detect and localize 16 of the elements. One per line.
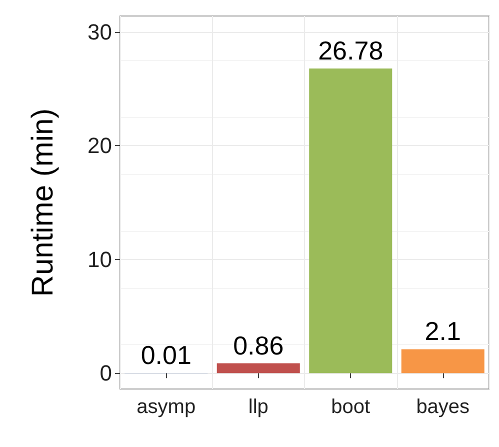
x-tick-label: asymp [136,396,196,418]
y-tick-label: 30 [88,19,112,44]
bar [401,349,484,374]
data-label: 0.01 [140,340,192,370]
y-tick-label: 10 [88,246,112,272]
data-label: 2.1 [424,316,461,346]
x-tick-label: boot [331,396,371,418]
data-label: 0.86 [233,330,284,360]
bar [216,363,300,374]
y-tick-label: 0 [100,360,112,386]
x-tick-label: llp [248,396,268,418]
y-axis-title: Runtime (min) [26,108,60,297]
data-label: 26.78 [318,36,384,66]
y-tick-label: 20 [88,133,112,158]
x-tick-label: bayes [416,396,470,418]
bar [309,68,392,374]
